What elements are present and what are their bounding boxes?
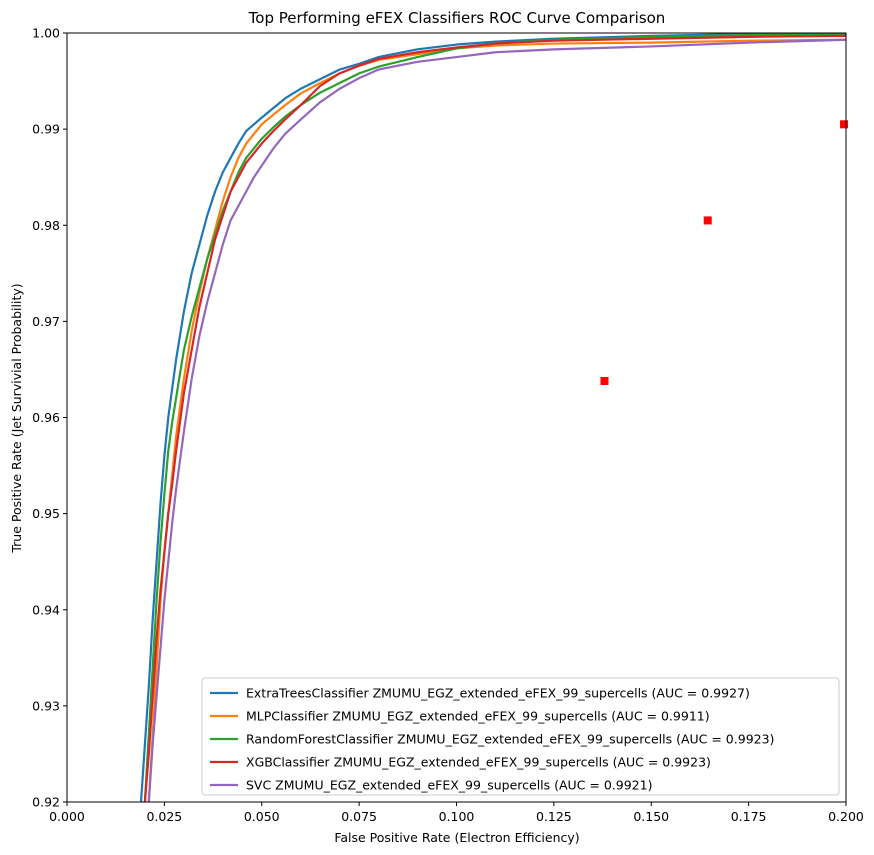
working-point-marker-2 — [840, 120, 849, 129]
y-tick-label-7: 0.99 — [32, 122, 60, 137]
y-tick-label-4: 0.96 — [32, 410, 60, 425]
y-axis-ticks: 0.92 0.93 0.94 0.95 0.96 0.97 0.98 0.99 1.00 — [32, 26, 67, 810]
x-tick-label-3: 0.075 — [341, 809, 377, 824]
series-line-3 — [143, 34, 846, 802]
legend-label-4: SVC ZMUMU_EGZ_extended_eFEX_99_supercell… — [246, 778, 652, 793]
chart-title: Top Performing eFEX Classifiers ROC Curv… — [248, 9, 666, 27]
marker-layer — [600, 120, 849, 385]
legend-label-2: RandomForestClassifier ZMUMU_EGZ_extende… — [246, 732, 774, 747]
x-tick-label-2: 0.050 — [244, 809, 280, 824]
x-tick-label-7: 0.175 — [731, 809, 767, 824]
legend-label-0: ExtraTreesClassifier ZMUMU_EGZ_extended_… — [246, 686, 750, 701]
x-tick-label-0: 0.000 — [49, 809, 85, 824]
y-tick-label-8: 1.00 — [32, 26, 60, 41]
x-axis-label: False Positive Rate (Electron Efficiency… — [334, 830, 579, 845]
y-tick-label-3: 0.95 — [32, 506, 60, 521]
x-axis-ticks: 0.000 0.025 0.050 0.075 0.100 0.125 0.150 0.175… — [49, 802, 864, 824]
x-tick-label-1: 0.025 — [146, 809, 182, 824]
legend: ExtraTreesClassifier ZMUMU_EGZ_extended_… — [201, 677, 840, 796]
x-tick-label-5: 0.125 — [536, 809, 572, 824]
series-line-2 — [143, 33, 846, 802]
legend-label-3: XGBClassifier ZMUMU_EGZ_extended_eFEX_99… — [246, 755, 711, 770]
y-tick-label-1: 0.93 — [32, 698, 60, 713]
y-tick-label-0: 0.92 — [32, 795, 60, 810]
x-tick-label-6: 0.150 — [633, 809, 669, 824]
legend-label-1: MLPClassifier ZMUMU_EGZ_extended_eFEX_99… — [246, 709, 710, 724]
legend-frame — [201, 677, 840, 796]
y-tick-label-6: 0.98 — [32, 218, 60, 233]
x-tick-label-8: 0.200 — [828, 809, 864, 824]
y-axis-label: True Positive Rate (Jet Survivial Probab… — [9, 283, 24, 553]
series-layer — [139, 33, 846, 802]
working-point-marker-0 — [600, 376, 609, 385]
series-line-4 — [147, 38, 846, 802]
series-line-0 — [139, 33, 846, 802]
y-tick-label-2: 0.94 — [32, 602, 60, 617]
x-tick-label-4: 0.100 — [439, 809, 475, 824]
y-tick-label-5: 0.97 — [32, 314, 60, 329]
working-point-marker-1 — [703, 216, 712, 225]
